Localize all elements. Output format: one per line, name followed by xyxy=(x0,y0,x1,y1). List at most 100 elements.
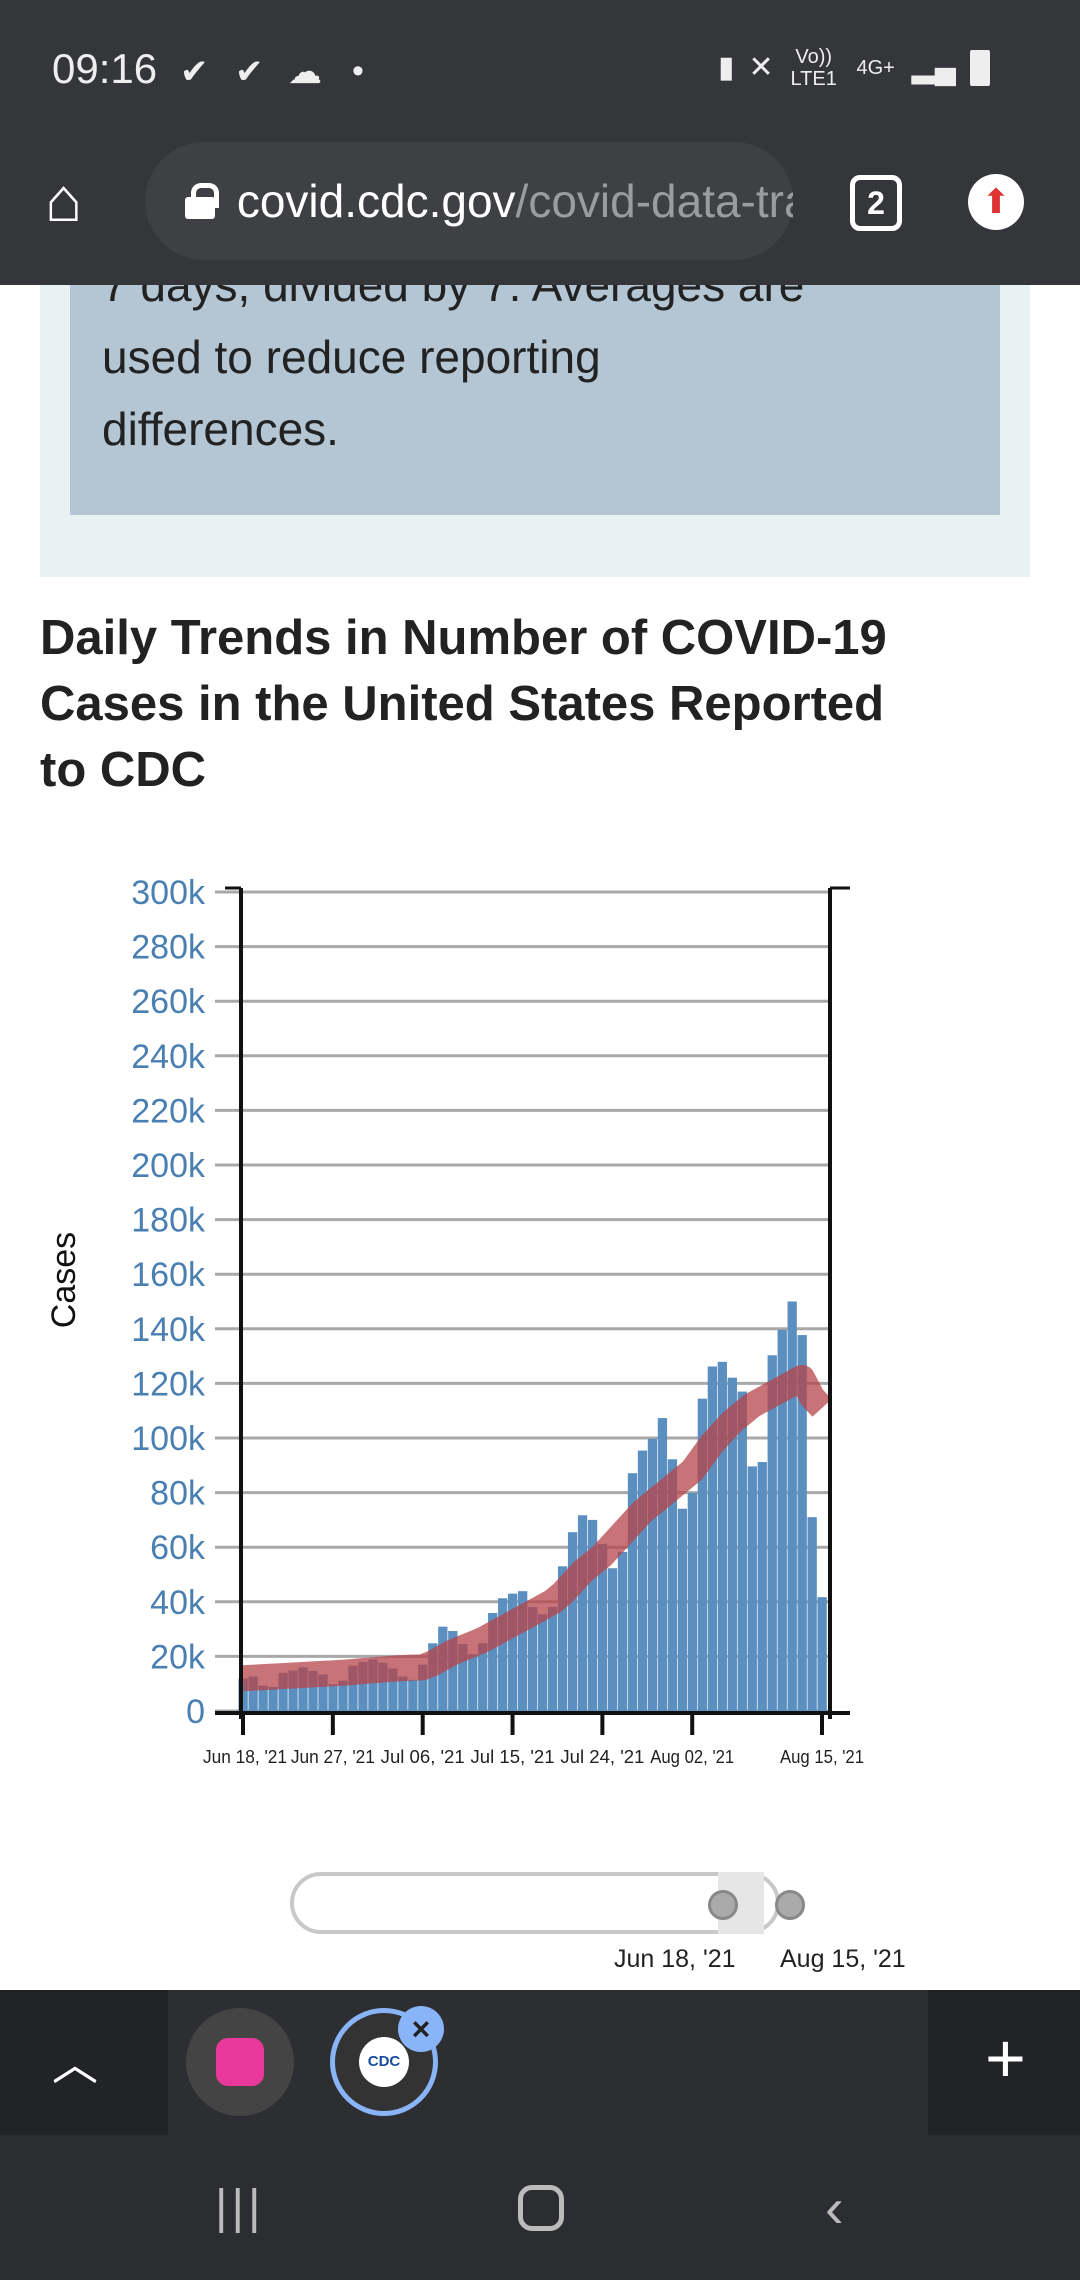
bar xyxy=(238,1678,248,1711)
y-tick-label: 20k xyxy=(150,1638,206,1676)
note-box: 7 days, divided by 7. Averages are used … xyxy=(70,285,1000,515)
y-axis-label: Cases xyxy=(45,1232,83,1328)
y-tick-label: 140k xyxy=(131,1311,206,1349)
bar xyxy=(328,1684,338,1711)
new-tab-icon[interactable]: + xyxy=(985,2019,1026,2097)
bar xyxy=(368,1659,378,1711)
bar xyxy=(298,1667,308,1711)
tab-switcher-button[interactable]: 2 xyxy=(850,175,902,231)
title-line: Cases in the United States Reported xyxy=(40,677,885,731)
update-icon[interactable]: ⬆ xyxy=(968,174,1024,230)
bar xyxy=(278,1672,288,1711)
note-line: used to reduce reporting xyxy=(102,331,601,383)
back-icon[interactable]: ‹ xyxy=(825,2176,844,2239)
bar xyxy=(528,1606,538,1711)
bar xyxy=(508,1593,518,1711)
battery-icon xyxy=(970,50,990,86)
bar xyxy=(757,1462,767,1711)
seven-day-average-line xyxy=(239,1364,832,1692)
range-end-label: Aug 15, '21 xyxy=(780,1945,906,1973)
bar xyxy=(687,1492,698,1711)
system-nav-bar: ||| ‹ xyxy=(0,2135,1080,2280)
bar xyxy=(408,1679,418,1711)
cloud-icon: ☁ xyxy=(288,53,322,91)
x-tick-label: Jul 24, '21 xyxy=(560,1747,644,1767)
note-line: 7 days, divided by 7. Averages are xyxy=(102,285,805,311)
title-line: Daily Trends in Number of COVID-19 xyxy=(40,611,887,665)
recent-apps-icon[interactable]: ||| xyxy=(215,2181,265,2234)
bar xyxy=(697,1398,708,1711)
home-nav-icon[interactable] xyxy=(518,2185,564,2231)
bar xyxy=(498,1598,508,1711)
bar xyxy=(587,1519,598,1711)
range-end-handle[interactable] xyxy=(775,1890,805,1920)
y-tick-label: 0 xyxy=(186,1693,205,1731)
bar xyxy=(288,1670,298,1711)
y-tick-label: 100k xyxy=(131,1420,206,1458)
tab-thumb[interactable] xyxy=(186,2008,294,2116)
y-tick-label: 240k xyxy=(131,1038,206,1076)
bar xyxy=(557,1566,568,1711)
bar xyxy=(637,1450,648,1711)
y-tick-label: 200k xyxy=(131,1147,206,1185)
bar xyxy=(647,1438,658,1711)
bar xyxy=(667,1459,678,1711)
bar xyxy=(388,1668,398,1711)
y-tick-label: 180k xyxy=(131,1202,206,1240)
bar xyxy=(787,1301,797,1711)
bar xyxy=(418,1664,428,1711)
bar xyxy=(747,1466,757,1711)
close-tab-icon[interactable]: × xyxy=(398,2006,444,2052)
bar xyxy=(398,1676,408,1711)
y-tick-label: 280k xyxy=(131,929,206,967)
tab-bar: ︿ CDC × + xyxy=(0,1990,1080,2135)
bar xyxy=(518,1591,528,1711)
bar xyxy=(657,1418,668,1711)
signal-icon: ▂▄ xyxy=(911,51,956,84)
bar xyxy=(547,1606,558,1711)
status-time: 09:16 xyxy=(52,45,158,92)
y-tick-label: 260k xyxy=(131,983,206,1021)
url-path: /covid-data-tracker xyxy=(515,175,793,227)
bar xyxy=(797,1335,807,1711)
status-icons: ▮ ✕ Vo)) LTE1 4G+ ▂▄ xyxy=(718,46,990,90)
y-tick-label: 80k xyxy=(150,1475,206,1513)
battery-saver-icon: ▮ xyxy=(718,51,735,84)
network-type: 4G+ xyxy=(856,57,895,79)
bar xyxy=(597,1543,608,1711)
bar xyxy=(468,1654,478,1711)
y-tick-label: 160k xyxy=(131,1256,206,1294)
range-start-handle[interactable] xyxy=(708,1890,738,1920)
bar xyxy=(807,1517,817,1711)
y-tick-label: 220k xyxy=(131,1092,206,1130)
bar xyxy=(737,1391,747,1711)
address-bar[interactable]: covid.cdc.gov /covid-data-tracker xyxy=(145,142,793,260)
bar xyxy=(338,1680,348,1711)
bar xyxy=(268,1686,278,1711)
x-tick-label: Jun 18, '21 xyxy=(203,1747,287,1767)
bar xyxy=(577,1515,588,1711)
y-tick-label: 40k xyxy=(150,1584,206,1622)
x-tick-label: Aug 15, '21 xyxy=(780,1747,864,1767)
bar xyxy=(348,1665,358,1711)
y-tick-label: 60k xyxy=(150,1529,206,1567)
bar xyxy=(707,1366,717,1711)
chevron-up-icon[interactable]: ︿ xyxy=(52,2038,98,2090)
bar xyxy=(727,1377,737,1711)
bar xyxy=(717,1361,727,1711)
lock-icon xyxy=(185,183,219,219)
chart-title: Daily Trends in Number of COVID-19 Cases… xyxy=(40,605,1040,803)
bar xyxy=(478,1643,488,1711)
y-tick-label: 300k xyxy=(131,874,206,912)
mute-icon: ✕ xyxy=(748,51,774,84)
bar xyxy=(308,1670,318,1711)
url-domain: covid.cdc.gov xyxy=(236,175,516,227)
x-tick-label: Jul 15, '21 xyxy=(471,1747,555,1767)
home-icon[interactable]: ⌂ xyxy=(45,166,83,235)
network-label: Vo)) LTE1 xyxy=(790,46,837,90)
bar xyxy=(448,1631,458,1711)
dot-icon: • xyxy=(352,52,364,90)
range-slider-track[interactable] xyxy=(290,1872,780,1934)
cases-chart: 0 20k 40k 60k 80k 100k 120k 140k 160k 180k 200k 220… xyxy=(45,874,864,1767)
note-line: differences. xyxy=(102,403,339,455)
